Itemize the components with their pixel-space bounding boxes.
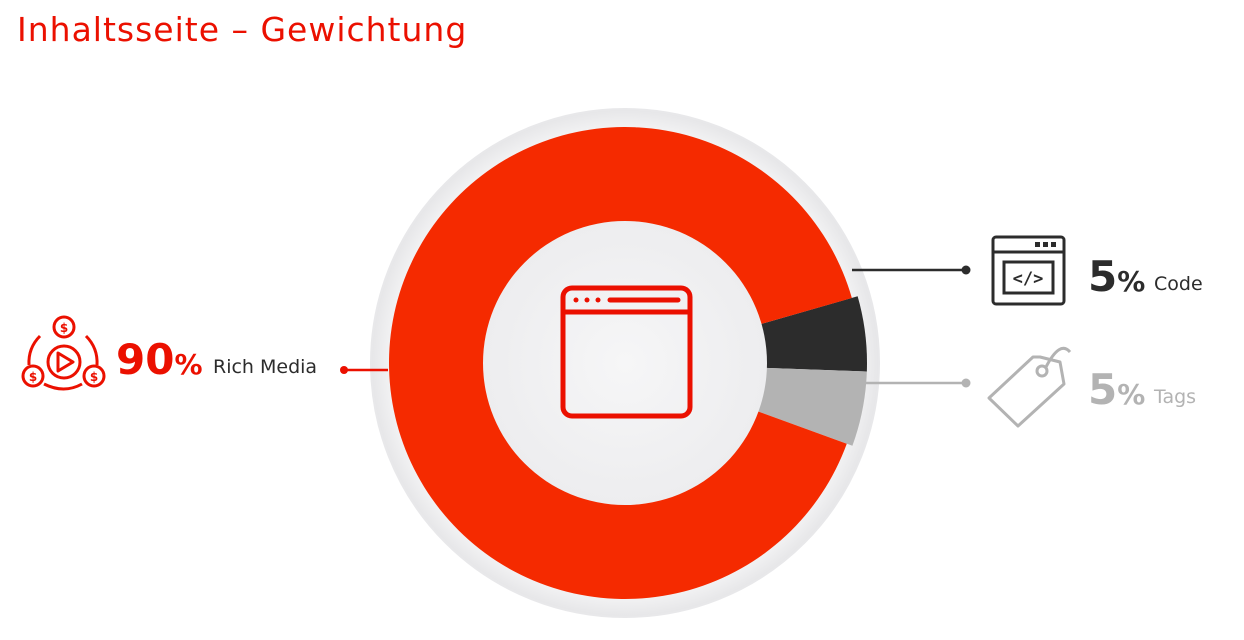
svg-text:$: $ <box>60 321 68 335</box>
svg-text:5%: 5% <box>1088 365 1145 414</box>
code-brackets: </> <box>1013 269 1044 289</box>
svg-text:$: $ <box>29 370 37 384</box>
category-rich-media: Rich Media <box>213 356 317 378</box>
video-money-icon <box>21 315 106 391</box>
unit-code: % <box>1117 265 1145 298</box>
value-tags: 5 <box>1088 365 1117 414</box>
page-title: Inhaltsseite – Gewichtung <box>17 10 468 49</box>
code-icon-dots <box>1035 242 1056 247</box>
label-code: 5% Code <box>1088 252 1203 301</box>
category-tags: Tags <box>1153 386 1196 408</box>
svg-text:5%: 5% <box>1088 252 1145 301</box>
price-tag-icon <box>987 346 1072 428</box>
label-rich-media: 90% Rich Media <box>116 335 317 384</box>
leader-line-code <box>852 265 971 275</box>
dollar-signs: $ $ $ <box>29 321 98 384</box>
svg-text:90%: 90% <box>116 335 203 384</box>
unit-rich-media: % <box>174 348 202 381</box>
svg-text:$: $ <box>90 370 98 384</box>
value-code: 5 <box>1088 252 1117 301</box>
label-tags: 5% Tags <box>1088 365 1196 414</box>
value-rich-media: 90 <box>116 335 174 384</box>
leader-line-tags <box>862 378 971 388</box>
leader-line-rich-media <box>340 366 388 374</box>
chart-inner-circle <box>483 221 767 505</box>
code-window-icon <box>991 235 1066 306</box>
browser-window-icon <box>560 285 693 419</box>
category-code: Code <box>1154 273 1203 295</box>
unit-tags: % <box>1117 378 1145 411</box>
